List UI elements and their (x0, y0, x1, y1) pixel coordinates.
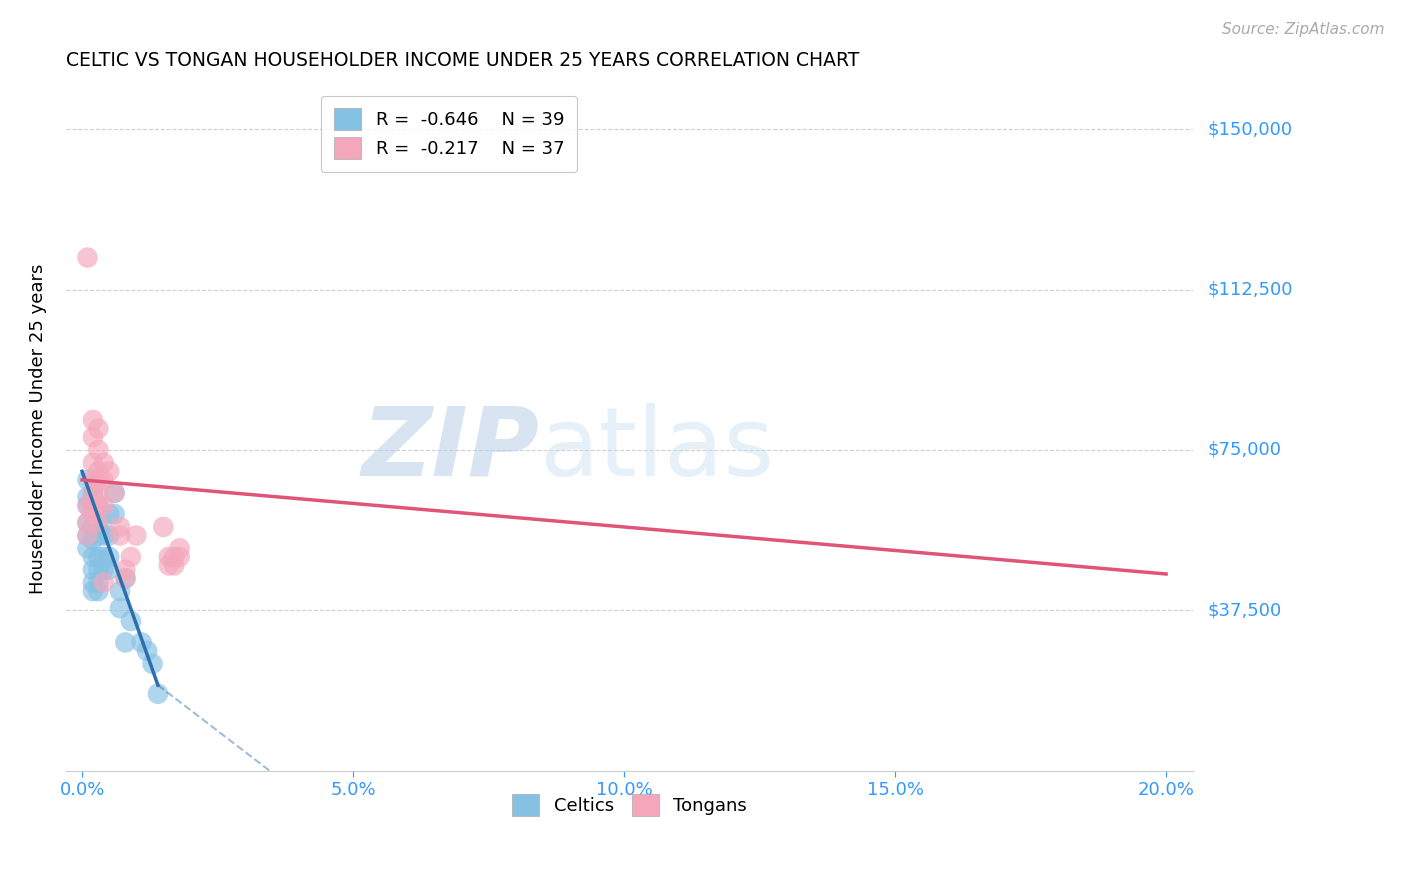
Point (114, 563, 136, 577)
Point (157, 558, 180, 573)
Point (76, 499, 98, 513)
Point (87, 485, 110, 500)
Point (98, 549, 121, 564)
Point (104, 485, 127, 500)
Text: $75,000: $75,000 (1208, 441, 1281, 459)
Point (87, 499, 110, 513)
Point (114, 571, 136, 585)
Point (82, 499, 104, 513)
Point (87, 464, 110, 478)
Point (169, 549, 191, 564)
Point (120, 549, 142, 564)
Point (93, 456, 115, 470)
Point (131, 635, 153, 649)
Text: atlas: atlas (540, 402, 775, 496)
Point (152, 520, 174, 534)
Point (93, 563, 115, 577)
Text: CELTIC VS TONGAN HOUSEHOLDER INCOME UNDER 25 YEARS CORRELATION CHART: CELTIC VS TONGAN HOUSEHOLDER INCOME UNDE… (66, 51, 859, 70)
Point (82, 549, 104, 564)
Point (82, 473, 104, 487)
Point (93, 575, 115, 590)
Point (87, 516, 110, 530)
Point (82, 413, 104, 427)
Point (87, 516, 110, 530)
Point (114, 635, 136, 649)
Point (93, 473, 115, 487)
Point (93, 499, 115, 513)
Point (108, 520, 131, 534)
Point (87, 563, 110, 577)
Point (76, 499, 98, 513)
Point (82, 430, 104, 444)
Point (120, 614, 142, 628)
Point (82, 533, 104, 547)
Point (87, 528, 110, 542)
Point (114, 571, 136, 585)
Point (82, 456, 104, 470)
Point (82, 584, 104, 599)
Point (76, 528, 98, 542)
Point (87, 421, 110, 435)
Point (163, 549, 186, 564)
Text: Source: ZipAtlas.com: Source: ZipAtlas.com (1222, 22, 1385, 37)
Point (76, 516, 98, 530)
Point (87, 584, 110, 599)
Point (87, 473, 110, 487)
Point (93, 549, 115, 564)
Point (76, 528, 98, 542)
Point (157, 549, 180, 564)
Point (82, 507, 104, 521)
Point (104, 507, 127, 521)
Point (108, 601, 131, 615)
Point (82, 485, 104, 500)
Point (76, 516, 98, 530)
Point (98, 563, 121, 577)
Point (98, 464, 121, 478)
Point (82, 563, 104, 577)
Point (82, 575, 104, 590)
Point (82, 507, 104, 521)
Point (82, 485, 104, 500)
Point (87, 499, 110, 513)
Point (104, 485, 127, 500)
Point (108, 584, 131, 599)
Point (76, 473, 98, 487)
Text: $37,500: $37,500 (1208, 601, 1281, 619)
Point (136, 644, 159, 658)
Point (76, 251, 98, 265)
Point (87, 549, 110, 564)
Y-axis label: Householder Income Under 25 years: Householder Income Under 25 years (30, 263, 46, 594)
Text: $112,500: $112,500 (1208, 281, 1292, 299)
Text: ZIP: ZIP (361, 402, 540, 496)
Point (87, 575, 110, 590)
Point (82, 520, 104, 534)
Point (163, 558, 186, 573)
Point (76, 541, 98, 556)
Point (98, 507, 121, 521)
Point (93, 528, 115, 542)
Point (108, 528, 131, 542)
Legend: Celtics, Tongans: Celtics, Tongans (505, 787, 754, 823)
Point (76, 490, 98, 504)
Text: $150,000: $150,000 (1208, 120, 1292, 138)
Point (146, 687, 169, 701)
Point (87, 442, 110, 457)
Point (98, 528, 121, 542)
Point (125, 528, 148, 542)
Point (169, 541, 191, 556)
Point (141, 657, 163, 671)
